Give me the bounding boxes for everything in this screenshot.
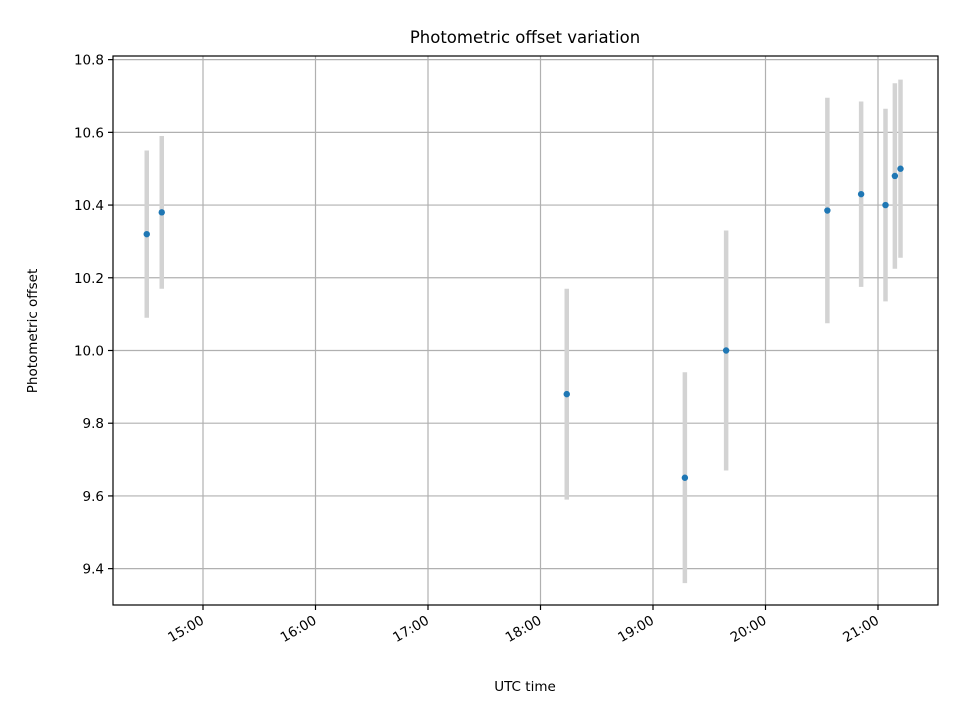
y-tick-label: 10.0 <box>74 343 104 359</box>
data-point <box>891 172 899 180</box>
data-point <box>563 390 570 398</box>
y-tick-label: 9.8 <box>83 416 104 432</box>
y-tick-label: 10.2 <box>74 271 104 287</box>
data-point <box>722 347 730 354</box>
data-point <box>158 209 165 216</box>
y-tick-label: 9.4 <box>83 562 104 578</box>
y-tick-label: 10.4 <box>74 198 104 214</box>
data-point <box>897 165 904 172</box>
plot-frame <box>112 55 939 606</box>
chart-title: Photometric offset variation <box>410 28 640 47</box>
data-point <box>824 207 831 214</box>
y-axis-label: Photometric offset <box>25 269 41 393</box>
data-point <box>857 190 865 198</box>
data-point <box>681 474 689 481</box>
y-tick-label: 9.6 <box>83 489 104 505</box>
y-axis-ticks: 9.4 9.6 9.8 10.0 10.2 10.4 10.6 10.8 <box>74 53 113 578</box>
data-point <box>143 230 150 238</box>
y-tick-label: 10.6 <box>74 125 104 141</box>
grid <box>113 56 938 605</box>
data-points <box>143 165 904 481</box>
y-tick-label: 10.8 <box>74 53 104 69</box>
data-point <box>882 201 889 209</box>
x-axis-label: UTC time <box>494 679 556 695</box>
